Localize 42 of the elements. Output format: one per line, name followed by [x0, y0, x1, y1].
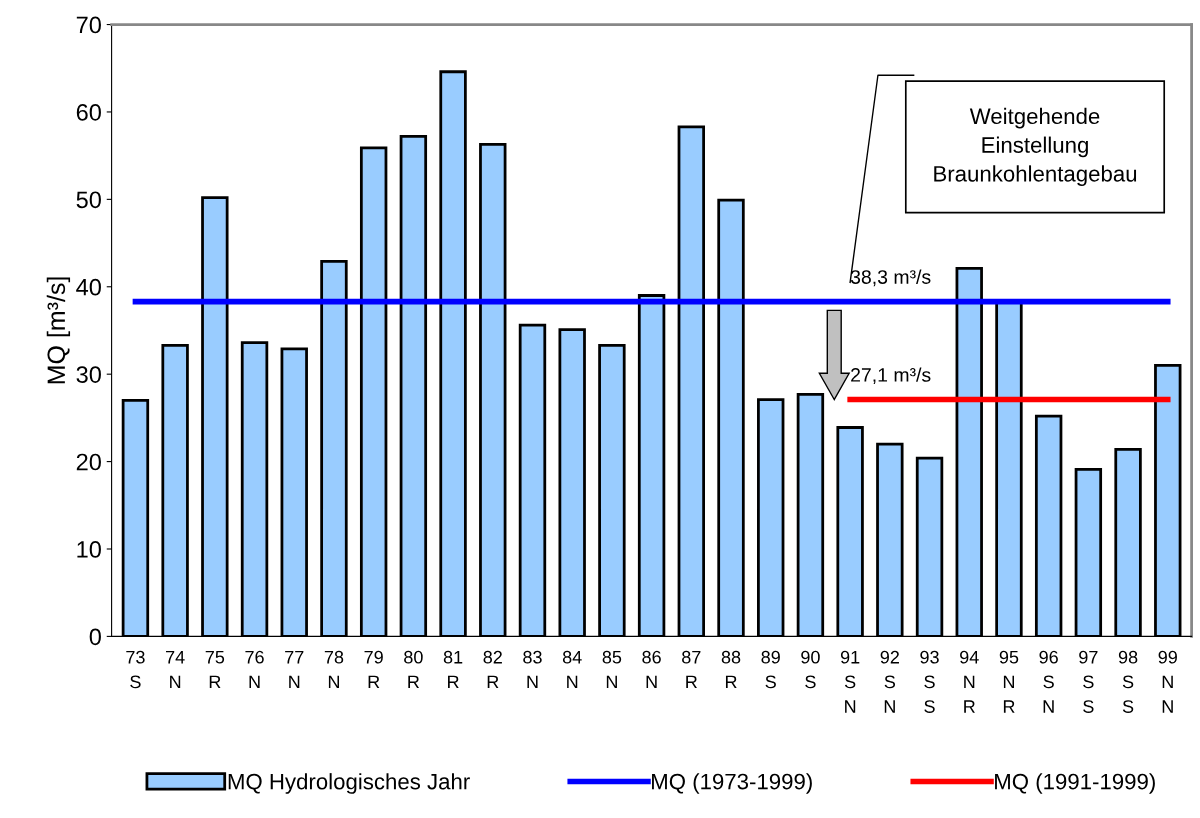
x-tick-label: 75 R: [205, 650, 225, 689]
y-tick-label: 10: [77, 541, 101, 558]
legend-label: MQ (1973-1999): [652, 773, 812, 794]
x-tick-label: 91 S N: [840, 650, 860, 713]
y-tick-label: 40: [76, 278, 101, 296]
legend-label: MQ Hydrologisches Jahr: [228, 773, 470, 794]
y-tick-label: 0: [89, 628, 101, 646]
x-tick-label: 98 S S: [1118, 650, 1138, 713]
x-tick-label: 77 N: [285, 650, 304, 689]
x-tick-label: 76 N: [245, 650, 264, 689]
x-tick-label: 90 S: [801, 650, 820, 689]
annotation: Weitgehende Einstellung Braunkohlentagebau: [934, 107, 1137, 187]
x-tick-label: 92 S N: [880, 650, 899, 713]
x-tick-label: 83 N: [523, 650, 542, 689]
x-tick-label: 84 N: [562, 650, 582, 689]
x-tick-label: 99 N N: [1158, 650, 1177, 713]
y-tick-label: 70: [76, 16, 101, 34]
x-tick-label: 96 S N: [1039, 650, 1058, 713]
x-tick-label: 78 N: [324, 650, 344, 689]
x-tick-label: 80 R: [404, 650, 423, 689]
annotation: 27,1 m³/s: [851, 367, 931, 385]
y-tick-label: 50: [76, 191, 101, 209]
x-tick-label: 93 S S: [920, 650, 939, 713]
x-tick-label: 82 R: [483, 650, 502, 689]
x-tick-label: 89 S: [761, 650, 780, 689]
x-tick-label: 74 N: [166, 650, 185, 689]
x-tick-label: 81 R: [443, 650, 463, 689]
x-tick-label: 95 N R: [999, 650, 1019, 713]
y-tick-label: 20: [76, 453, 101, 471]
x-tick-label: 85 N: [602, 650, 622, 689]
x-tick-label: 94 N R: [960, 650, 979, 713]
x-tick-label: 88 R: [721, 650, 741, 689]
y-axis-title: MQ [m³/s]: [46, 277, 71, 384]
annotation: 38,3 m³/s: [850, 269, 931, 287]
legend-label: MQ (1991-1999): [995, 773, 1155, 794]
x-tick-label: 97 S S: [1079, 650, 1098, 713]
x-tick-label: 87 R: [682, 650, 701, 689]
x-tick-label: 73 S: [126, 650, 145, 689]
x-tick-label: 86 N: [642, 650, 661, 689]
y-tick-label: 60: [76, 104, 101, 121]
x-tick-label: 79 R: [364, 650, 383, 689]
y-tick-label: 30: [76, 366, 101, 383]
